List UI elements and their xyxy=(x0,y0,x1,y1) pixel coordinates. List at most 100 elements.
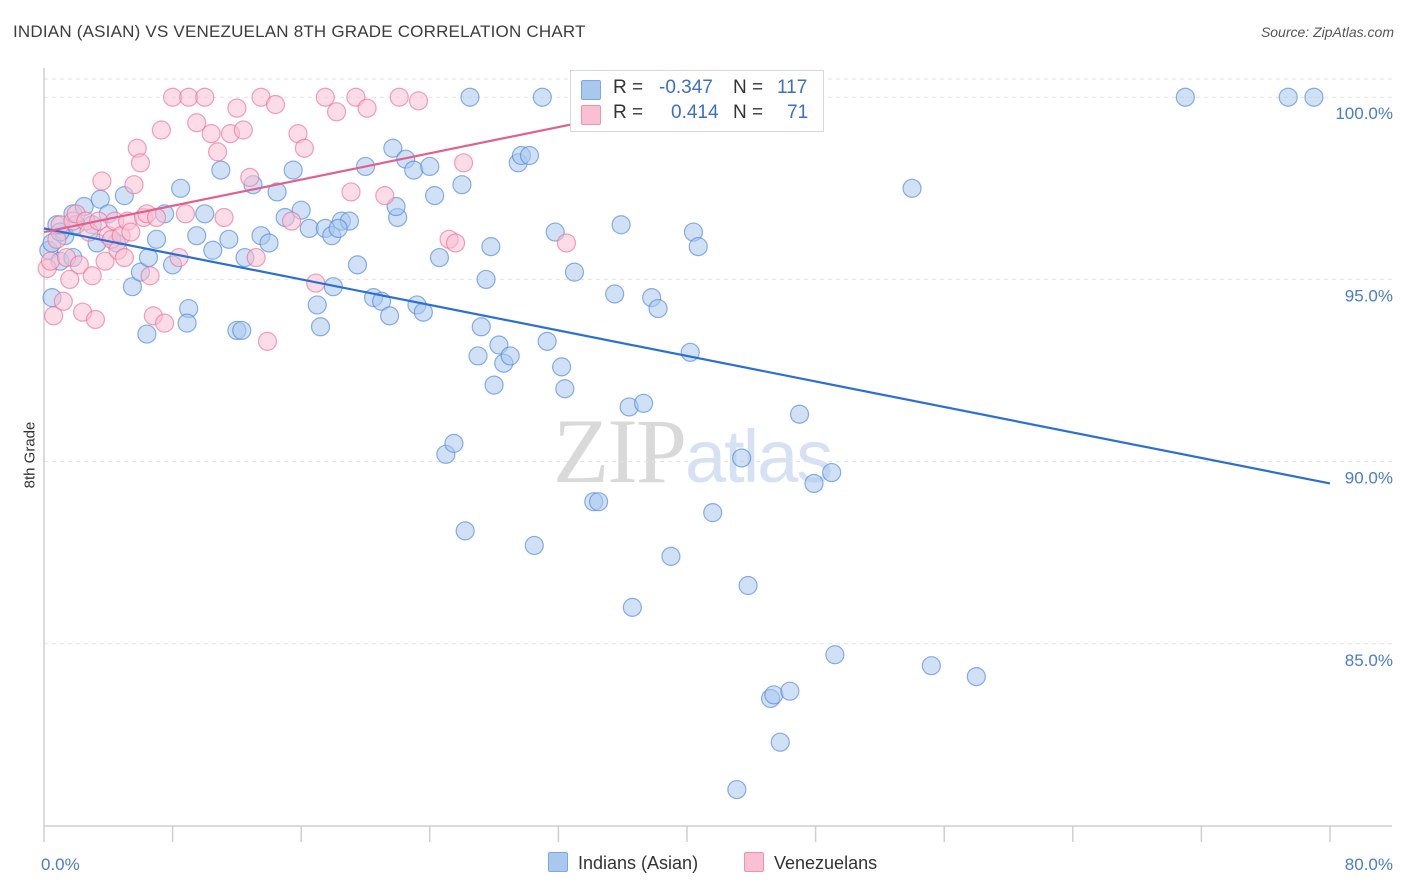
chart-title: INDIAN (ASIAN) VS VENEZUELAN 8TH GRADE C… xyxy=(13,22,586,41)
data-point xyxy=(92,171,112,191)
data-point xyxy=(738,575,758,596)
data-point xyxy=(703,503,723,523)
y-tick-label: 100.0% xyxy=(1335,104,1393,123)
data-point xyxy=(564,262,585,282)
trend-line-indians xyxy=(43,227,1331,485)
data-point xyxy=(408,91,429,111)
data-point xyxy=(146,229,167,249)
data-point xyxy=(60,269,80,290)
legend-r-label: R = xyxy=(613,102,644,123)
data-point xyxy=(227,98,247,118)
data-point xyxy=(208,142,228,162)
data-point xyxy=(283,160,303,180)
data-point xyxy=(257,331,278,351)
data-point xyxy=(307,295,327,315)
data-point xyxy=(267,182,287,202)
data-point xyxy=(380,306,400,326)
data-point xyxy=(219,229,239,249)
data-point xyxy=(471,317,491,337)
data-point xyxy=(121,222,141,242)
y-tick-label: 95.0% xyxy=(1345,286,1393,305)
bottom-legend-label-venezuelans: Venezuelans xyxy=(774,853,878,873)
legend-r-label: R = xyxy=(613,77,644,98)
data-point xyxy=(195,204,215,224)
data-point xyxy=(265,94,286,115)
data-point xyxy=(163,87,183,107)
data-point xyxy=(357,98,377,118)
data-point xyxy=(460,87,480,107)
data-point xyxy=(825,645,845,665)
data-point xyxy=(328,218,348,238)
legend-n-label: N = xyxy=(733,102,764,123)
data-point xyxy=(233,120,253,140)
data-point xyxy=(53,291,73,311)
data-point xyxy=(764,685,784,705)
data-point xyxy=(187,226,207,246)
data-point xyxy=(177,313,197,333)
data-point xyxy=(375,186,395,206)
data-point xyxy=(114,247,134,268)
data-point xyxy=(481,237,501,257)
data-point xyxy=(445,233,466,253)
data-point xyxy=(1175,87,1195,107)
data-point xyxy=(211,160,231,180)
bottom-legend-indians: Indians (Asian) xyxy=(548,852,698,874)
bottom-legend-label-indians: Indians (Asian) xyxy=(578,853,699,873)
data-point xyxy=(69,255,89,275)
data-point xyxy=(240,167,260,187)
data-point xyxy=(1304,87,1324,107)
data-point xyxy=(425,186,445,206)
source-credit: Source: ZipAtlas.com xyxy=(1260,24,1394,40)
y-tick-label: 85.0% xyxy=(1345,651,1393,670)
data-point xyxy=(201,124,221,144)
data-point xyxy=(259,233,279,253)
data-point xyxy=(453,153,474,173)
legend-n-label: N = xyxy=(733,77,764,98)
data-point xyxy=(95,251,115,271)
data-point xyxy=(452,175,472,195)
data-point xyxy=(140,266,160,286)
data-point xyxy=(82,266,102,286)
series-venezuelans xyxy=(37,87,639,351)
data-point xyxy=(389,87,409,107)
data-point xyxy=(605,284,625,304)
data-point xyxy=(552,357,572,377)
data-point xyxy=(484,375,504,395)
data-point xyxy=(214,207,234,228)
data-point xyxy=(789,404,810,424)
data-point xyxy=(1278,87,1298,107)
data-point xyxy=(195,87,215,107)
data-point xyxy=(124,175,144,195)
data-point xyxy=(40,251,61,271)
data-point xyxy=(404,160,424,180)
data-point xyxy=(780,681,800,701)
data-point xyxy=(137,324,157,344)
legend-n-value-indians: 117 xyxy=(777,77,808,98)
data-point xyxy=(537,331,557,351)
data-point xyxy=(203,240,223,260)
data-point xyxy=(556,233,577,253)
stats-legend: R = -0.347 N = 117 R = 0.414 N = 71 xyxy=(570,70,824,132)
data-point xyxy=(822,462,842,483)
legend-swatch-indians xyxy=(581,80,601,100)
data-point xyxy=(555,379,575,399)
data-point xyxy=(179,87,199,107)
legend-n-value-venezuelans: 71 xyxy=(787,102,809,123)
data-point xyxy=(175,204,196,224)
data-point xyxy=(420,156,440,177)
data-point xyxy=(154,313,175,333)
data-point xyxy=(151,120,171,140)
data-point xyxy=(347,255,368,275)
data-point xyxy=(921,656,941,676)
data-point xyxy=(532,87,552,107)
data-point xyxy=(299,218,319,238)
data-point xyxy=(588,492,609,512)
data-point xyxy=(455,521,475,541)
data-point xyxy=(770,732,790,752)
data-point xyxy=(524,535,544,556)
watermark: ZIPatlas xyxy=(553,398,833,504)
x-tick-label: 0.0% xyxy=(41,855,80,874)
bottom-legend-swatch-venezuelans xyxy=(744,852,764,872)
legend-r-value-indians: -0.347 xyxy=(659,77,713,98)
data-point xyxy=(130,153,151,173)
